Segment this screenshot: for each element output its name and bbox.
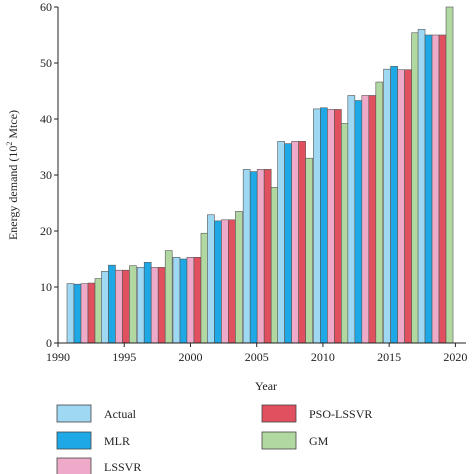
bar-lssvr-1 xyxy=(115,269,123,344)
x-axis-ticks: 1990 1995 2000 2005 2010 2015 2020 xyxy=(46,343,467,364)
bar-mlr-8 xyxy=(354,100,363,344)
bar-gm-6 xyxy=(305,157,313,344)
bar-mlr-10 xyxy=(424,34,433,344)
bar-gm-9 xyxy=(411,32,419,344)
bar-mlr-0 xyxy=(73,283,82,344)
bar-actual-10 xyxy=(417,29,426,344)
y-axis-title-superscript: 2 xyxy=(5,142,14,146)
bar-mlr-3 xyxy=(179,258,188,344)
legend-label-gm: GM xyxy=(309,434,329,448)
bar-mlr-2 xyxy=(143,262,152,344)
bar-actual-0 xyxy=(66,283,75,344)
bar-lssvr-7 xyxy=(327,109,335,344)
bar-pso-lssvr-10 xyxy=(438,34,447,344)
bar-lssvr-8 xyxy=(361,95,370,344)
y-tick-label: 10 xyxy=(40,280,52,294)
bar-lssvr-2 xyxy=(150,267,159,344)
legend-label-lssvr: LSSVR xyxy=(104,460,141,474)
bar-gm-1 xyxy=(129,265,137,344)
legend-swatch-actual xyxy=(56,404,92,423)
bar-pso-lssvr-7 xyxy=(334,109,342,344)
y-axis-ticks: 0 10 20 30 40 50 60 xyxy=(40,0,58,350)
bar-mlr-5 xyxy=(249,171,258,344)
y-axis-title-tail: Mtce) xyxy=(6,110,20,142)
bar-pso-lssvr-4 xyxy=(228,219,236,344)
x-tick-label: 2015 xyxy=(377,350,401,364)
y-tick-label: 20 xyxy=(40,224,52,238)
y-tick-label: 30 xyxy=(40,168,52,182)
y-tick-label: 50 xyxy=(40,56,52,70)
bar-lssvr-10 xyxy=(431,34,440,344)
bar-actual-9 xyxy=(383,68,391,344)
bar-gm-5 xyxy=(270,187,279,344)
legend-label-actual: Actual xyxy=(104,407,137,421)
x-tick-label: 1990 xyxy=(46,350,70,364)
bar-lssvr-9 xyxy=(397,69,405,344)
legend: Actual MLR LSSVR PSO-LSSVR GM xyxy=(56,404,372,474)
bar-pso-lssvr-1 xyxy=(122,269,130,344)
bars-group xyxy=(66,6,454,344)
y-tick-label: 0 xyxy=(46,336,52,350)
bar-actual-4 xyxy=(207,214,215,344)
x-axis-title: Year xyxy=(255,379,277,393)
bar-gm-10 xyxy=(445,6,454,344)
bar-gm-0 xyxy=(94,278,103,344)
x-tick-label: 2000 xyxy=(178,350,202,364)
legend-label-pso-lssvr: PSO-LSSVR xyxy=(309,407,372,421)
y-axis-title-main: Energy demand (10 xyxy=(6,146,20,240)
legend-label-mlr: MLR xyxy=(104,434,130,448)
bar-lssvr-6 xyxy=(291,141,299,344)
bar-mlr-1 xyxy=(108,264,116,344)
y-tick-label: 60 xyxy=(40,0,52,14)
bar-lssvr-5 xyxy=(256,169,265,344)
bar-lssvr-3 xyxy=(186,257,195,344)
bar-gm-3 xyxy=(200,232,209,344)
bar-gm-7 xyxy=(341,123,349,344)
bar-pso-lssvr-2 xyxy=(157,267,166,344)
x-tick-label: 2010 xyxy=(311,350,335,364)
bar-actual-8 xyxy=(347,95,356,344)
bar-pso-lssvr-5 xyxy=(263,169,272,344)
bar-pso-lssvr-0 xyxy=(87,282,96,344)
bar-gm-2 xyxy=(164,250,173,344)
bar-actual-7 xyxy=(313,108,321,344)
y-tick-label: 40 xyxy=(40,112,52,126)
bar-pso-lssvr-6 xyxy=(298,141,306,344)
bar-actual-6 xyxy=(277,141,285,344)
bar-mlr-9 xyxy=(390,66,398,344)
bar-mlr-7 xyxy=(320,107,328,344)
legend-swatch-lssvr xyxy=(56,457,92,474)
x-tick-label: 2005 xyxy=(245,350,269,364)
bar-mlr-6 xyxy=(284,143,292,344)
legend-swatch-pso-lssvr xyxy=(261,404,297,423)
y-axis-title: Energy demand (102 Mtce) xyxy=(5,110,20,240)
bar-actual-1 xyxy=(101,271,109,344)
bar-actual-2 xyxy=(136,267,145,344)
bar-actual-5 xyxy=(242,169,251,344)
bar-lssvr-4 xyxy=(221,219,229,344)
bar-mlr-4 xyxy=(214,220,222,344)
x-tick-label: 2020 xyxy=(443,350,467,364)
legend-swatch-gm xyxy=(261,431,297,450)
bar-pso-lssvr-9 xyxy=(404,69,412,344)
legend-swatch-mlr xyxy=(56,431,92,450)
x-tick-label: 1995 xyxy=(112,350,136,364)
bar-lssvr-0 xyxy=(80,283,89,344)
bar-actual-3 xyxy=(172,257,181,344)
bar-gm-4 xyxy=(235,211,243,344)
bar-gm-8 xyxy=(375,81,384,344)
bar-pso-lssvr-3 xyxy=(193,257,202,344)
bar-pso-lssvr-8 xyxy=(368,95,377,344)
